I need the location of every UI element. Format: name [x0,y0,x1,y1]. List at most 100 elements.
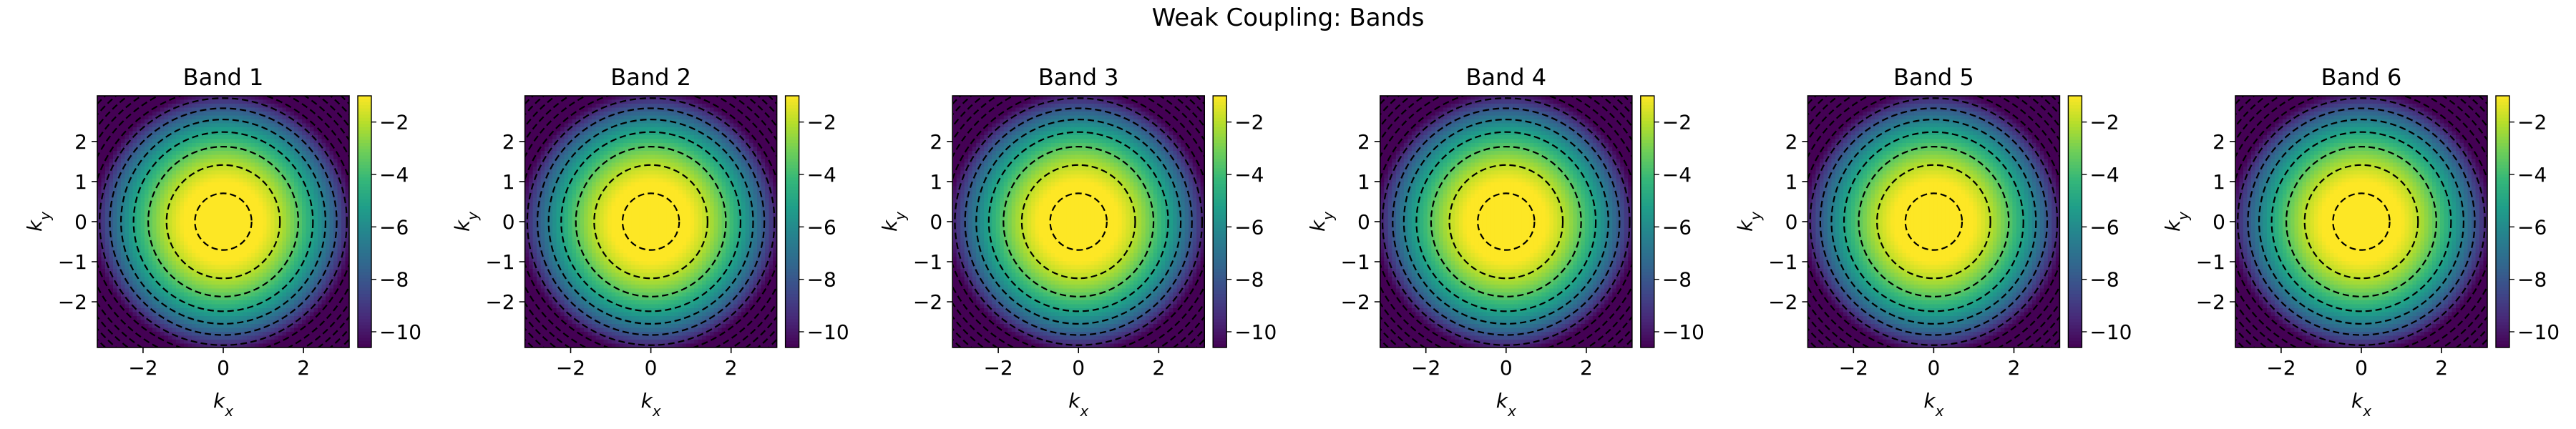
heatmap-cell [132,327,137,332]
heatmap-cell [525,190,530,195]
heatmap-cell [176,308,181,313]
heatmap-cell [286,245,291,250]
heatmap-cell [286,206,291,211]
heatmap-cell [326,206,331,211]
heatmap-cell [203,253,208,258]
heatmap-cell [223,209,228,214]
heatmap-cell [282,99,287,104]
heatmap-cell [329,300,334,305]
heatmap-cell [321,119,326,124]
heatmap-cell [231,147,236,152]
heatmap-cell [160,304,165,309]
heatmap-cell [258,112,263,117]
heatmap-cell [101,96,106,101]
heatmap-cell [227,194,232,199]
heatmap-cell [140,186,145,191]
heatmap-cell [529,217,534,222]
heatmap-cell [560,343,565,347]
heatmap-cell [552,288,557,293]
heatmap-cell [223,147,228,152]
heatmap-cell [200,162,205,167]
heatmap-cell [211,186,216,191]
heatmap-cell [105,253,110,258]
heatmap-cell [195,182,200,187]
heatmap-cell [176,170,181,175]
heatmap-cell [263,135,268,140]
heatmap-cell [184,277,189,282]
heatmap-cell [203,280,208,285]
heatmap-cell [282,332,287,337]
heatmap-cell [263,182,268,187]
heatmap-cell [274,147,279,152]
heatmap-cell [227,99,232,104]
heatmap-cell [313,182,318,187]
heatmap-cell [270,316,275,321]
heatmap-cell [231,162,236,167]
heatmap-cell [137,324,142,329]
heatmap-cell [329,127,334,132]
heatmap-cell [113,209,118,214]
heatmap-cell [187,237,192,242]
heatmap-cell [148,277,153,282]
heatmap-cell [313,288,318,293]
heatmap-cell [278,280,283,285]
heatmap-cell [219,222,224,227]
heatmap-cell [255,190,260,195]
heatmap-cell [564,269,569,274]
heatmap-cell [117,285,122,290]
heatmap-cell [140,147,145,152]
heatmap-cell [341,217,346,222]
heatmap-cell [125,217,130,222]
heatmap-cell [203,154,208,159]
heatmap-cell [321,162,326,167]
heatmap-cell [532,253,537,258]
heatmap-cell [101,159,106,164]
heatmap-cell [211,296,216,301]
heatmap-cell [187,178,192,183]
heatmap-cell [529,170,534,175]
heatmap-cell [321,143,326,148]
heatmap-cell [294,143,299,148]
heatmap-cell [294,324,299,329]
heatmap-cell [223,230,228,235]
heatmap-cell [203,143,208,148]
heatmap-cell [540,99,545,104]
heatmap-cell [329,269,334,274]
heatmap-cell [195,107,200,112]
heatmap-cell [208,230,213,235]
heatmap-cell [180,265,185,270]
heatmap-cell [525,340,530,345]
heatmap-cell [302,261,307,266]
heatmap-cell [101,316,106,321]
heatmap-cell [172,162,177,167]
heatmap-cell [192,186,197,191]
heatmap-cell [148,206,153,211]
heatmap-cell [345,233,349,238]
heatmap-cell [258,316,263,321]
heatmap-cell [247,312,252,317]
heatmap-cell [326,214,331,219]
heatmap-cell [525,139,530,144]
heatmap-cell [109,162,114,167]
heatmap-cell [137,285,142,290]
heatmap-cell [274,277,279,282]
heatmap-cell [341,198,346,203]
heatmap-cell [341,151,346,156]
heatmap-cell [97,217,102,222]
heatmap-cell [302,222,307,227]
heatmap-cell [326,202,331,207]
heatmap-cell [184,324,189,329]
heatmap-cell [117,186,122,191]
heatmap-cell [568,159,573,164]
heatmap-cell [208,288,213,293]
heatmap-cell [537,261,542,266]
heatmap-cell [525,107,530,112]
heatmap-cell [176,147,181,152]
heatmap-cell [321,135,326,140]
heatmap-cell [132,257,137,262]
x-tick-label: −2 [128,356,157,380]
heatmap-cell [564,115,569,120]
heatmap-cell [109,222,114,227]
heatmap-cell [223,320,228,325]
heatmap-cell [239,230,244,235]
